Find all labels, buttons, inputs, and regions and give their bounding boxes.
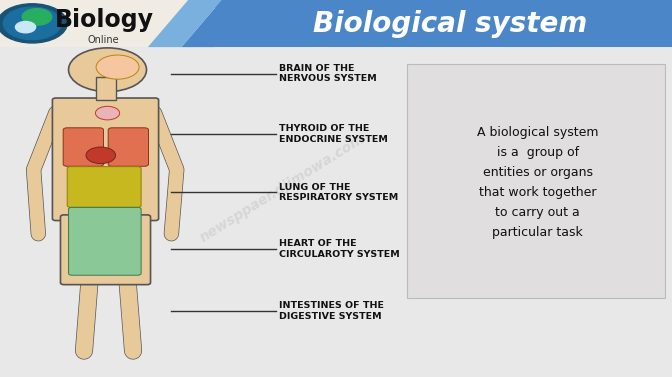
FancyBboxPatch shape xyxy=(60,215,151,285)
Circle shape xyxy=(69,48,146,92)
Text: djimowa.com: djimowa.com xyxy=(481,75,567,136)
Circle shape xyxy=(15,21,36,33)
Text: A biological system
is a  group of
entities or organs
that work together
to carr: A biological system is a group of entiti… xyxy=(477,126,598,239)
FancyBboxPatch shape xyxy=(0,0,215,47)
Text: THYROID OF THE
ENDOCRINE SYSTEM: THYROID OF THE ENDOCRINE SYSTEM xyxy=(279,124,388,144)
Circle shape xyxy=(22,9,52,25)
FancyBboxPatch shape xyxy=(52,98,159,221)
FancyBboxPatch shape xyxy=(202,0,672,47)
Text: INTESTINES OF THE
DIGESTIVE SYSTEM: INTESTINES OF THE DIGESTIVE SYSTEM xyxy=(279,301,384,321)
FancyBboxPatch shape xyxy=(407,64,665,298)
Text: Biology: Biology xyxy=(54,8,154,32)
Text: Biological system: Biological system xyxy=(313,10,587,38)
Text: HEART OF THE
CIRCULAROTY SYSTEM: HEART OF THE CIRCULAROTY SYSTEM xyxy=(279,239,400,259)
FancyBboxPatch shape xyxy=(108,128,149,166)
Text: BRAIN OF THE
NERVOUS SYSTEM: BRAIN OF THE NERVOUS SYSTEM xyxy=(279,64,376,83)
Circle shape xyxy=(3,7,61,40)
Circle shape xyxy=(96,55,139,79)
FancyBboxPatch shape xyxy=(67,167,141,207)
Circle shape xyxy=(0,4,67,43)
Text: LUNG OF THE
RESPIRATORY SYSTEM: LUNG OF THE RESPIRATORY SYSTEM xyxy=(279,182,398,202)
Text: Online: Online xyxy=(87,35,119,45)
Text: newsppaer.djimowa.com: newsppaer.djimowa.com xyxy=(197,132,368,245)
FancyBboxPatch shape xyxy=(69,207,141,275)
Circle shape xyxy=(95,106,120,120)
Polygon shape xyxy=(181,0,255,47)
Circle shape xyxy=(86,147,116,164)
FancyBboxPatch shape xyxy=(96,77,116,100)
FancyBboxPatch shape xyxy=(63,128,103,166)
Polygon shape xyxy=(148,0,222,47)
